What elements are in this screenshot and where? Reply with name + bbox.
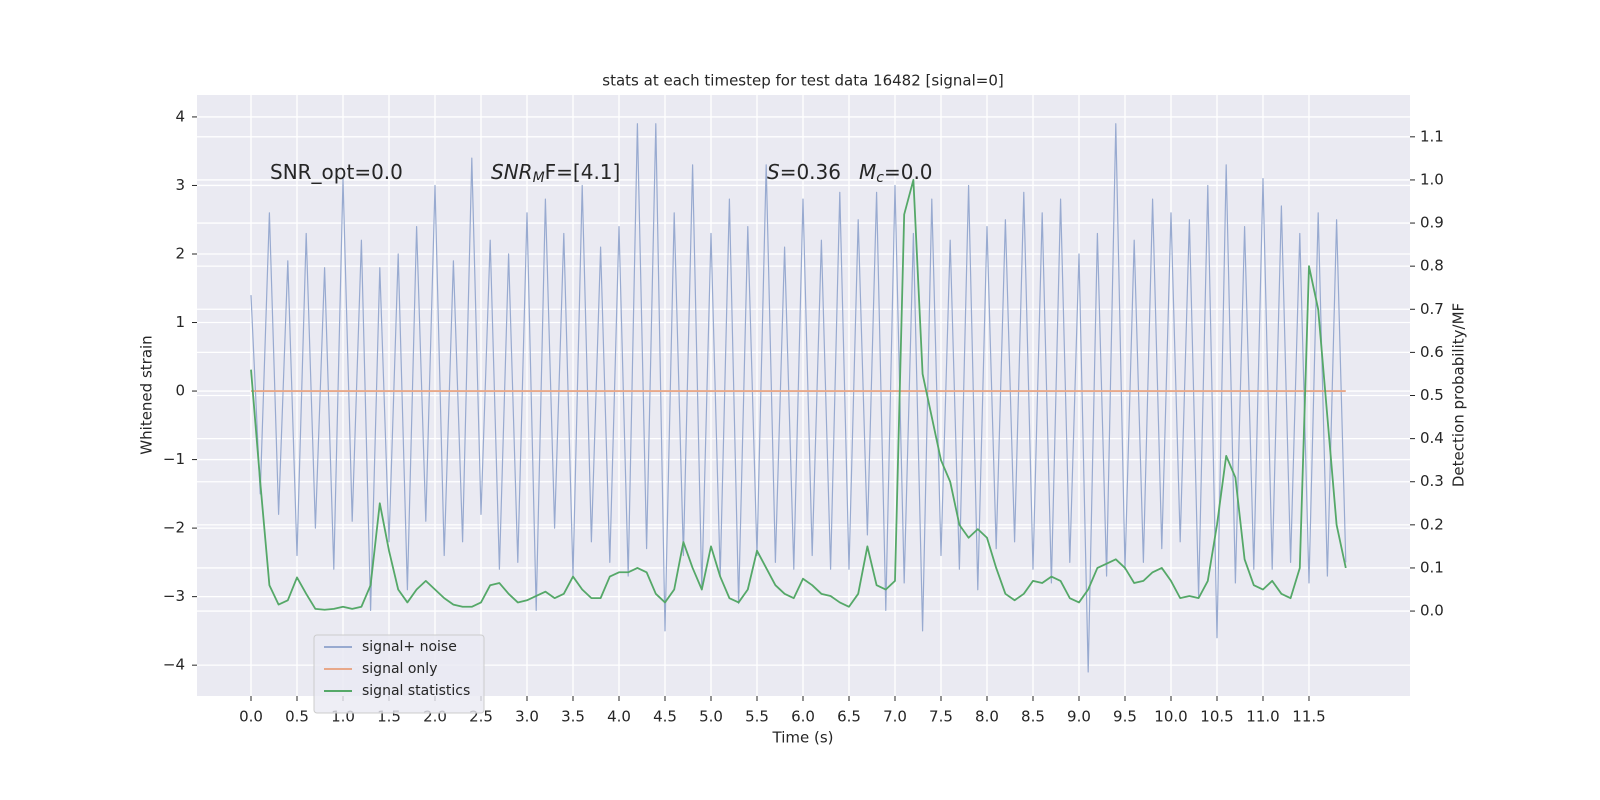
x-tick-label: 6.0 [791, 708, 815, 726]
annotation: S=0.36 [767, 160, 841, 184]
x-tick-label: 11.0 [1246, 708, 1279, 726]
y-tick-label: −3 [163, 587, 185, 605]
y2-tick-label: 0.9 [1420, 214, 1444, 232]
series-line [250, 123, 1347, 673]
chart-title: stats at each timestep for test data 164… [602, 72, 1003, 90]
y2-tick-label: 0.1 [1420, 558, 1444, 576]
legend-label: signal+ noise [362, 639, 457, 655]
x-tick-label: 3.5 [561, 708, 585, 726]
y-tick-label: 0 [175, 382, 185, 400]
legend-label: signal only [362, 661, 437, 677]
y2-tick-label: 1.1 [1420, 127, 1444, 145]
legend-label: signal statistics [362, 683, 470, 699]
annotation: SNRMF=[4.1] [491, 160, 620, 187]
annotation: Mc=0.0 [859, 160, 933, 187]
x-tick-label: 0.5 [285, 708, 309, 726]
y2-tick-label: 0.6 [1420, 343, 1444, 361]
x-tick-label: 8.5 [1021, 708, 1045, 726]
y2-tick-label: 0.4 [1420, 429, 1444, 447]
x-tick-label: 0.0 [239, 708, 263, 726]
x-tick-label: 4.5 [653, 708, 677, 726]
x-tick-label: 3.0 [515, 708, 539, 726]
x-tick-label: 5.0 [699, 708, 723, 726]
y2-tick-label: 0.0 [1420, 602, 1444, 620]
annotation: SNR_opt=0.0 [270, 160, 403, 184]
annotation-subscript: c [876, 170, 884, 186]
y2-tick-label: 0.5 [1420, 386, 1444, 404]
x-tick-label: 5.5 [745, 708, 769, 726]
y-tick-label: −1 [163, 450, 185, 468]
x-tick-label: 8.0 [975, 708, 999, 726]
annotation-text: =0.0 [884, 160, 933, 184]
y2-tick-label: 0.3 [1420, 472, 1444, 490]
y2-tick-label: 0.7 [1420, 300, 1444, 318]
y2-tick-label: 0.8 [1420, 257, 1444, 275]
y-axis-label: Whitened strain [138, 335, 156, 454]
y-tick-label: 4 [175, 107, 185, 125]
x-tick-label: 7.5 [929, 708, 953, 726]
y2-axis-label: Detection probability/MF [1450, 303, 1468, 487]
x-tick-label: 9.5 [1113, 708, 1137, 726]
x-axis-label: Time (s) [772, 729, 834, 747]
y-tick-label: 1 [175, 313, 185, 331]
annotation-italic: SNR [491, 160, 533, 184]
annotation-subscript: M [533, 170, 545, 186]
y2-tick-label: 0.2 [1420, 515, 1444, 533]
annotation-text: SNR_opt=0.0 [270, 160, 403, 184]
x-tick-label: 11.5 [1292, 708, 1325, 726]
x-tick-label: 4.0 [607, 708, 631, 726]
y-tick-label: 3 [175, 176, 185, 194]
annotation-text: =0.36 [780, 160, 841, 184]
series-line [250, 179, 1347, 611]
annotation-italic: M [859, 160, 876, 184]
x-tick-label: 9.0 [1067, 708, 1091, 726]
x-tick-label: 6.5 [837, 708, 861, 726]
x-tick-label: 10.5 [1200, 708, 1233, 726]
legend-box [313, 634, 485, 714]
x-tick-label: 10.0 [1154, 708, 1187, 726]
y-tick-label: 2 [175, 244, 185, 262]
annotation-text: F=[4.1] [545, 160, 621, 184]
y2-tick-label: 1.0 [1420, 170, 1444, 188]
annotation-italic: S [767, 160, 780, 184]
y-tick-label: −4 [163, 656, 185, 674]
x-tick-label: 7.0 [883, 708, 907, 726]
y-tick-label: −2 [163, 519, 185, 537]
